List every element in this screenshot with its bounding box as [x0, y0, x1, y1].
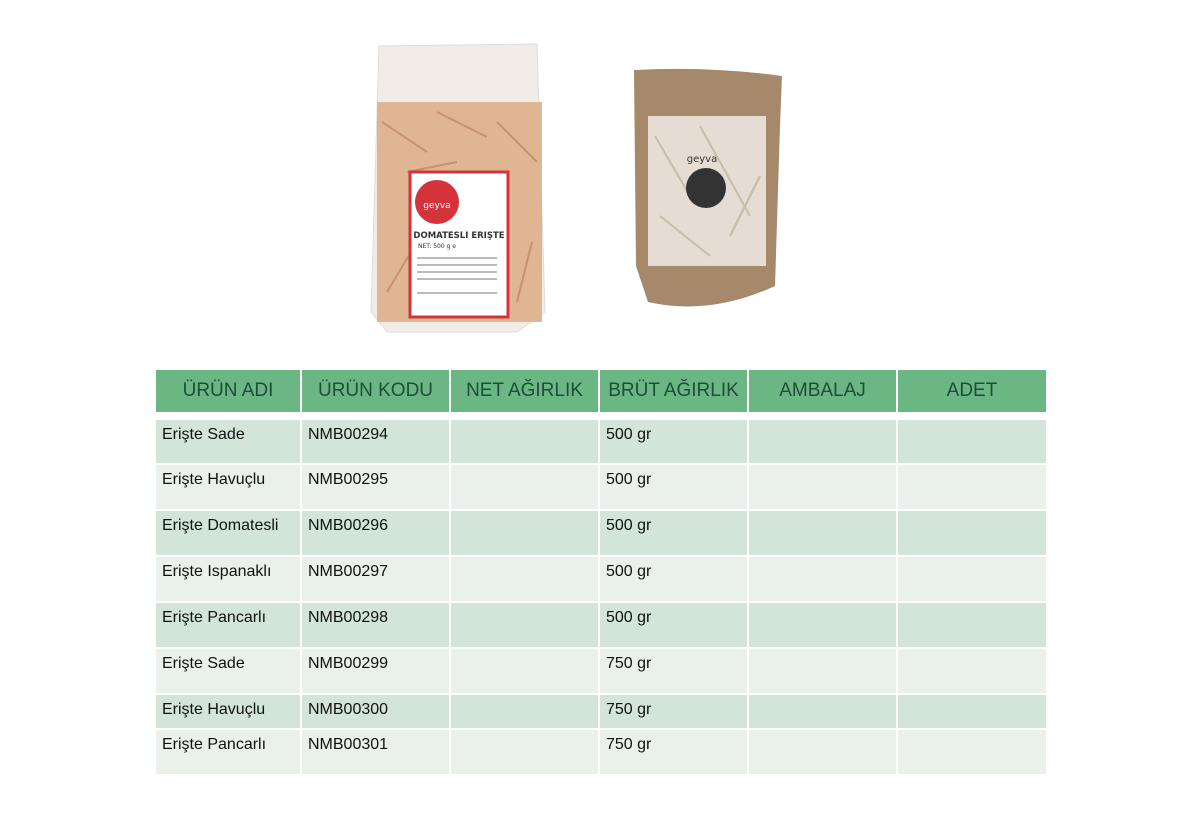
column-header-product-code: ÜRÜN KODU	[302, 370, 449, 412]
cell-packaging	[749, 730, 896, 774]
cell-product-code: NMB00294	[302, 420, 449, 463]
column-header-gross-weight: BRÜT AĞIRLIK	[600, 370, 747, 412]
table-row: Erişte Pancarlı NMB00298 500 gr	[156, 603, 1046, 647]
cell-gross-weight: 500 gr	[600, 465, 747, 509]
cell-gross-weight: 500 gr	[600, 603, 747, 647]
cell-quantity	[898, 730, 1046, 774]
product-image-kraft-noodle-bag: geyva	[634, 68, 782, 307]
cell-packaging	[749, 420, 896, 463]
cell-net-weight	[451, 465, 598, 509]
cell-product-name: Erişte Sade	[156, 420, 300, 463]
cell-net-weight	[451, 603, 598, 647]
label-net: NET: 500 g e	[418, 243, 456, 250]
table-row: Erişte Ispanaklı NMB00297 500 gr	[156, 557, 1046, 601]
cell-product-code: NMB00297	[302, 557, 449, 601]
cell-gross-weight: 500 gr	[600, 420, 747, 463]
column-header-packaging: AMBALAJ	[749, 370, 896, 412]
cell-quantity	[898, 557, 1046, 601]
cell-product-code: NMB00301	[302, 730, 449, 774]
cell-product-name: Erişte Sade	[156, 649, 300, 693]
cell-product-name: Erişte Pancarlı	[156, 730, 300, 774]
cell-product-code: NMB00299	[302, 649, 449, 693]
cell-packaging	[749, 695, 896, 728]
table-row: Erişte Havuçlu NMB00295 500 gr	[156, 465, 1046, 509]
label-title: DOMATESLI ERIŞTE	[413, 231, 504, 241]
cell-quantity	[898, 465, 1046, 509]
cell-gross-weight: 750 gr	[600, 730, 747, 774]
cell-product-name: Erişte Pancarlı	[156, 603, 300, 647]
cell-net-weight	[451, 730, 598, 774]
column-header-quantity: ADET	[898, 370, 1046, 412]
cell-product-code: NMB00300	[302, 695, 449, 728]
cell-net-weight	[451, 649, 598, 693]
table-row: Erişte Sade NMB00294 500 gr	[156, 420, 1046, 463]
cell-packaging	[749, 511, 896, 555]
cell-packaging	[749, 603, 896, 647]
cell-quantity	[898, 420, 1046, 463]
brand-logo: geyva	[687, 154, 717, 165]
cell-packaging	[749, 465, 896, 509]
cell-packaging	[749, 557, 896, 601]
cell-packaging	[749, 649, 896, 693]
table-row: Erişte Havuçlu NMB00300 750 gr	[156, 695, 1046, 728]
cell-product-code: NMB00295	[302, 465, 449, 509]
cell-product-name: Erişte Ispanaklı	[156, 557, 300, 601]
cell-quantity	[898, 603, 1046, 647]
cell-gross-weight: 750 gr	[600, 649, 747, 693]
cell-gross-weight: 500 gr	[600, 557, 747, 601]
cell-net-weight	[451, 511, 598, 555]
cell-net-weight	[451, 420, 598, 463]
cell-product-name: Erişte Havuçlu	[156, 465, 300, 509]
cell-gross-weight: 750 gr	[600, 695, 747, 728]
cell-quantity	[898, 649, 1046, 693]
cell-product-name: Erişte Havuçlu	[156, 695, 300, 728]
cell-net-weight	[451, 695, 598, 728]
brand-logo: geyva	[423, 201, 450, 211]
product-table: ÜRÜN ADI ÜRÜN KODU NET AĞIRLIK BRÜT AĞIR…	[154, 368, 1048, 776]
column-header-net-weight: NET AĞIRLIK	[451, 370, 598, 412]
product-image-tomato-noodle-bag: geyva DOMATESLI ERIŞTE NET: 500 g e	[370, 43, 546, 333]
cell-quantity	[898, 695, 1046, 728]
table-row: Erişte Pancarlı NMB00301 750 gr	[156, 730, 1046, 774]
table-row: Erişte Domatesli NMB00296 500 gr	[156, 511, 1046, 555]
cell-gross-weight: 500 gr	[600, 511, 747, 555]
cell-product-code: NMB00298	[302, 603, 449, 647]
table-header-row: ÜRÜN ADI ÜRÜN KODU NET AĞIRLIK BRÜT AĞIR…	[156, 370, 1046, 412]
column-header-product-name: ÜRÜN ADI	[156, 370, 300, 412]
cell-product-code: NMB00296	[302, 511, 449, 555]
cell-net-weight	[451, 557, 598, 601]
cell-quantity	[898, 511, 1046, 555]
cell-product-name: Erişte Domatesli	[156, 511, 300, 555]
table-row: Erişte Sade NMB00299 750 gr	[156, 649, 1046, 693]
